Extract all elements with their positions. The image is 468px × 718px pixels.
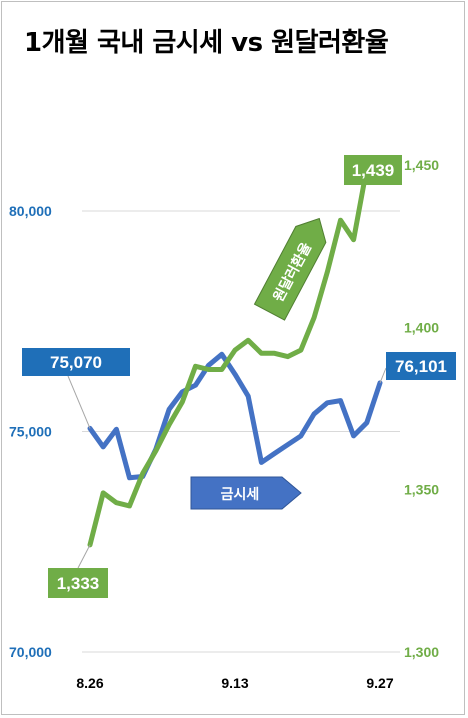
gold-start-callout: 75,070 <box>22 348 130 429</box>
fx-start-callout: 1,333 <box>48 544 108 598</box>
right-tick-label: 1,400 <box>404 319 439 335</box>
gold-arrow-text: 금시세 <box>221 487 260 503</box>
series-line-fx <box>87 165 383 548</box>
chart-title: 1개월 국내 금시세 vs 원달러환율 <box>24 28 389 58</box>
left-tick-label: 70,000 <box>9 644 52 660</box>
right-tick-label: 1,450 <box>404 157 439 173</box>
x-tick-label: 8.26 <box>76 675 103 691</box>
right-tick-label: 1,300 <box>404 644 439 660</box>
callout-text: 75,070 <box>50 353 102 372</box>
callout-leader <box>67 375 91 429</box>
gold-end-callout: 76,101 <box>379 352 456 384</box>
callout-text: 1,439 <box>352 161 395 180</box>
callout-text: 1,333 <box>57 574 100 593</box>
right-tick-label: 1,350 <box>404 482 439 498</box>
left-tick-label: 80,000 <box>9 203 52 219</box>
series-line-gold <box>87 351 383 481</box>
x-tick-label: 9.13 <box>221 675 248 691</box>
callout-leader <box>77 544 91 569</box>
callout-leader <box>379 367 387 384</box>
callout-text: 76,101 <box>395 357 447 376</box>
left-tick-label: 75,000 <box>9 424 52 440</box>
gold-arrow-label: 금시세 <box>190 476 302 510</box>
x-tick-label: 9.27 <box>366 675 393 691</box>
fx-arrow-label: 원달러환율 <box>253 217 327 321</box>
fx-end-callout: 1,439 <box>344 155 402 186</box>
